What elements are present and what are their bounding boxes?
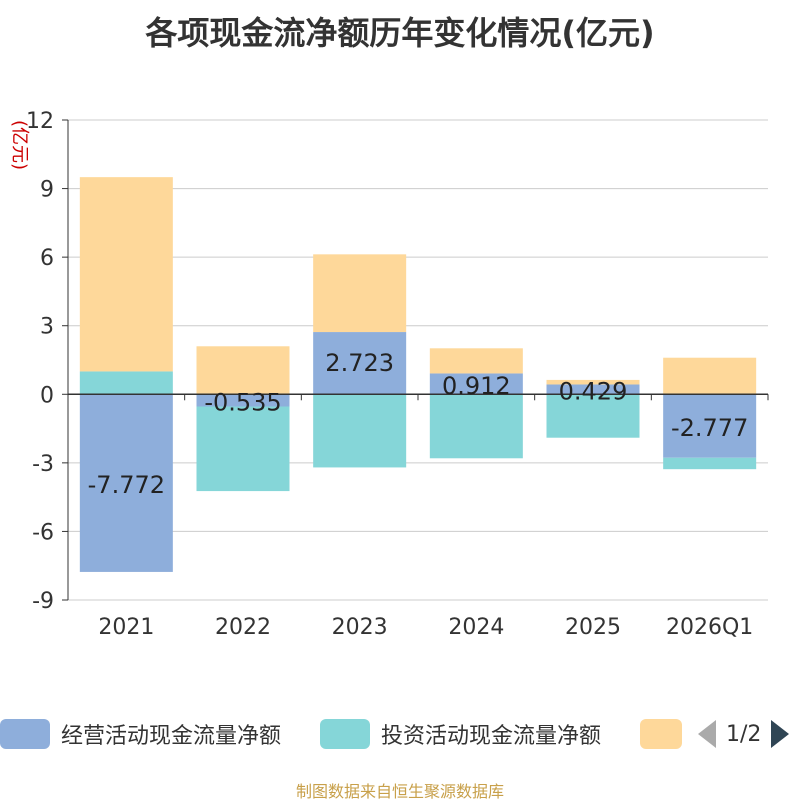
legend-swatch-operating [0,719,50,749]
data-label: 2.723 [325,349,394,377]
legend-page-indicator: 1/2 [726,721,762,747]
y-tick-label: 6 [40,246,54,271]
bar-operating-2026Q1 [663,394,757,458]
bar-operating-2021 [79,394,173,572]
bar-operating-2022 [196,394,290,407]
bar-operating-2023 [313,332,407,395]
cash-flow-chart: -9 -6 -3 0 3 6 9 12(亿元) -7.772 -0.535 2.723 0.912 0.… [9,109,769,640]
bar-investing-2024 [429,394,523,459]
data-label: -2.777 [671,414,748,442]
data-label: 0.912 [442,372,511,400]
x-tick-label: 2026Q1 [666,615,753,640]
legend-swatch-financing [640,719,682,749]
legend-item-operating[interactable]: 经营活动现金流量净额 [0,718,281,750]
bar-financing-2025 [546,379,640,385]
bar-investing-2022 [196,406,290,492]
y-tick-label: 3 [40,315,54,340]
bar-financing-2026Q1 [663,357,757,395]
bar-investing-2025 [546,394,640,438]
data-label: -7.772 [88,471,165,499]
chart-title: 各项现金流净额历年变化情况(亿元) [145,14,655,52]
legend-label-investing: 投资活动现金流量净额 [381,724,602,749]
bar-financing-2021 [79,177,173,372]
bar-financing-2023 [313,254,407,333]
x-tick-label: 2025 [565,615,621,640]
y-tick-label: 12 [26,109,54,134]
x-tick-label: 2021 [98,615,154,640]
legend-label-operating: 经营活动现金流量净额 [61,724,282,749]
bar-operating-2024 [429,373,523,395]
bar-operating-2025 [546,384,640,395]
bar-financing-2022 [196,346,290,395]
bar-financing-2024 [429,348,523,374]
legend-prev-page-icon[interactable] [698,720,716,748]
legend-item-investing[interactable]: 投资活动现金流量净额 [320,718,601,750]
y-tick-label: -6 [32,520,54,545]
data-label: -0.535 [204,388,281,416]
y-tick-label: 9 [40,178,54,203]
x-tick-label: 2022 [215,615,271,640]
x-tick-label: 2023 [332,615,388,640]
legend-item-financing[interactable] [640,718,682,750]
legend-next-page-icon[interactable] [771,720,790,748]
y-tick-label: -3 [32,452,54,477]
bar-investing-2026Q1 [663,457,757,470]
data-label: 0.429 [559,377,628,405]
y-tick-label: -9 [32,589,54,614]
y-tick-label: 0 [40,383,54,408]
y-axis-label: (亿元) [9,120,30,170]
legend-pager: 1/2 [698,718,790,750]
data-source-note: 制图数据来自恒生聚源数据库 [295,782,504,801]
bar-investing-2021 [79,371,173,395]
legend-swatch-investing [320,719,370,749]
x-tick-label: 2024 [448,615,504,640]
bar-investing-2023 [313,394,407,468]
